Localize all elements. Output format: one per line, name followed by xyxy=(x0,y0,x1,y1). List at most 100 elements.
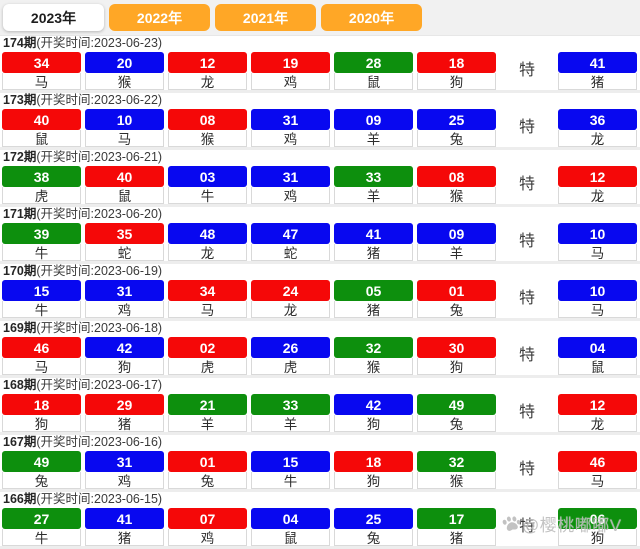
ball-number: 49 xyxy=(2,451,81,472)
special-label-zone: 特 xyxy=(500,166,554,204)
special-label-zone: 特 xyxy=(500,280,554,318)
ball-number: 25 xyxy=(334,508,413,529)
special-label: 特 xyxy=(518,404,535,421)
tab-year-2021[interactable]: 2021年 xyxy=(215,4,316,31)
ball-number: 40 xyxy=(2,109,81,130)
ball-cell: 21 羊 xyxy=(168,394,247,432)
period-row: 166期(开奖时间:2023-06-15) 27 牛 41 猪 07 鸡 04 鼠 25 兔 17 猪特… xyxy=(0,492,640,549)
special-label: 特 xyxy=(518,347,535,364)
ball-number: 10 xyxy=(558,223,637,244)
period-header: 170期(开奖时间:2023-06-19) xyxy=(3,265,640,278)
ball-cell: 41 猪 xyxy=(85,508,164,546)
ball-number: 40 xyxy=(85,166,164,187)
ball-zodiac: 羊 xyxy=(168,415,247,432)
ball-zodiac: 鼠 xyxy=(334,73,413,90)
ball-row: 34 马 20 猴 12 龙 19 鸡 28 鼠 18 狗 特 41 猪 xyxy=(0,52,640,90)
ball-number: 09 xyxy=(417,223,496,244)
ball-number: 38 xyxy=(2,166,81,187)
tab-year-2020[interactable]: 2020年 xyxy=(321,4,422,31)
ball-cell: 32 猴 xyxy=(417,451,496,489)
ball-number: 19 xyxy=(251,52,330,73)
special-ball-cell: 06 狗 xyxy=(558,508,637,546)
ball-zodiac: 马 xyxy=(558,244,637,261)
special-label-zone: 特 xyxy=(500,223,554,261)
special-ball-cell: 36 龙 xyxy=(558,109,637,147)
ball-number: 18 xyxy=(417,52,496,73)
ball-number: 15 xyxy=(2,280,81,301)
ball-cell: 19 鸡 xyxy=(251,52,330,90)
period-row: 169期(开奖时间:2023-06-18) 46 马 42 狗 02 虎 26 虎 32 猴 30 狗特… xyxy=(0,321,640,378)
special-label-zone: 特 xyxy=(500,394,554,432)
ball-number: 09 xyxy=(334,109,413,130)
ball-zodiac: 猪 xyxy=(334,244,413,261)
draw-time: (开奖时间:2023-06-15) xyxy=(36,492,163,506)
ball-cell: 40 鼠 xyxy=(85,166,164,204)
ball-number: 33 xyxy=(251,394,330,415)
ball-cell: 08 猴 xyxy=(168,109,247,147)
period-row: 171期(开奖时间:2023-06-20) 39 牛 35 蛇 48 龙 47 蛇 41 猪 09 羊特… xyxy=(0,207,640,264)
ball-cell: 32 猴 xyxy=(334,337,413,375)
ball-zodiac: 猴 xyxy=(417,472,496,489)
period-header: 169期(开奖时间:2023-06-18) xyxy=(3,322,640,335)
ball-zodiac: 狗 xyxy=(85,358,164,375)
period-number: 167期 xyxy=(3,435,37,449)
ball-row: 40 鼠 10 马 08 猴 31 鸡 09 羊 25 兔 特 36 龙 xyxy=(0,109,640,147)
ball-cell: 47 蛇 xyxy=(251,223,330,261)
ball-cell: 09 羊 xyxy=(417,223,496,261)
period-header: 168期(开奖时间:2023-06-17) xyxy=(3,379,640,392)
tab-year-2023[interactable]: 2023年 xyxy=(3,4,104,31)
ball-cell: 39 牛 xyxy=(2,223,81,261)
ball-cell: 15 牛 xyxy=(2,280,81,318)
ball-number: 03 xyxy=(168,166,247,187)
ball-cell: 40 鼠 xyxy=(2,109,81,147)
ball-row: 38 虎 40 鼠 03 牛 31 鸡 33 羊 08 猴 特 12 龙 xyxy=(0,166,640,204)
ball-number: 15 xyxy=(251,451,330,472)
ball-cell: 34 马 xyxy=(2,52,81,90)
tab-year-2022[interactable]: 2022年 xyxy=(109,4,210,31)
special-label: 特 xyxy=(518,233,535,250)
ball-number: 41 xyxy=(85,508,164,529)
ball-number: 47 xyxy=(251,223,330,244)
ball-zodiac: 兔 xyxy=(417,301,496,318)
ball-cell: 03 牛 xyxy=(168,166,247,204)
ball-number: 18 xyxy=(2,394,81,415)
ball-number: 12 xyxy=(558,166,637,187)
ball-zodiac: 羊 xyxy=(251,415,330,432)
ball-number: 26 xyxy=(251,337,330,358)
period-number: 172期 xyxy=(3,150,37,164)
special-label-zone: 特 xyxy=(500,109,554,147)
period-header: 171期(开奖时间:2023-06-20) xyxy=(3,208,640,221)
draw-time: (开奖时间:2023-06-16) xyxy=(36,435,163,449)
results-list: 174期(开奖时间:2023-06-23) 34 马 20 猴 12 龙 19 鸡 28 鼠 18 狗特… xyxy=(0,36,640,549)
ball-number: 08 xyxy=(417,166,496,187)
special-label: 特 xyxy=(518,119,535,136)
ball-number: 27 xyxy=(2,508,81,529)
ball-zodiac: 羊 xyxy=(334,187,413,204)
ball-zodiac: 蛇 xyxy=(85,244,164,261)
ball-number: 42 xyxy=(85,337,164,358)
period-header: 174期(开奖时间:2023-06-23) xyxy=(3,37,640,50)
period-row: 167期(开奖时间:2023-06-16) 49 兔 31 鸡 01 兔 15 牛 18 狗 32 猴特… xyxy=(0,435,640,492)
ball-zodiac: 羊 xyxy=(417,244,496,261)
ball-number: 31 xyxy=(251,166,330,187)
period-row: 170期(开奖时间:2023-06-19) 15 牛 31 鸡 34 马 24 龙 05 猪 01 兔特… xyxy=(0,264,640,321)
ball-number: 17 xyxy=(417,508,496,529)
ball-zodiac: 猪 xyxy=(334,301,413,318)
ball-zodiac: 鸡 xyxy=(168,529,247,546)
ball-cell: 08 猴 xyxy=(417,166,496,204)
ball-zodiac: 兔 xyxy=(417,130,496,147)
ball-cell: 31 鸡 xyxy=(251,109,330,147)
special-label: 特 xyxy=(518,62,535,79)
ball-number: 28 xyxy=(334,52,413,73)
draw-time: (开奖时间:2023-06-19) xyxy=(36,264,163,278)
ball-number: 21 xyxy=(168,394,247,415)
ball-cell: 10 马 xyxy=(85,109,164,147)
ball-number: 35 xyxy=(85,223,164,244)
ball-zodiac: 鸡 xyxy=(251,130,330,147)
ball-number: 41 xyxy=(334,223,413,244)
period-number: 168期 xyxy=(3,378,37,392)
ball-cell: 24 龙 xyxy=(251,280,330,318)
period-number: 166期 xyxy=(3,492,37,506)
ball-number: 39 xyxy=(2,223,81,244)
